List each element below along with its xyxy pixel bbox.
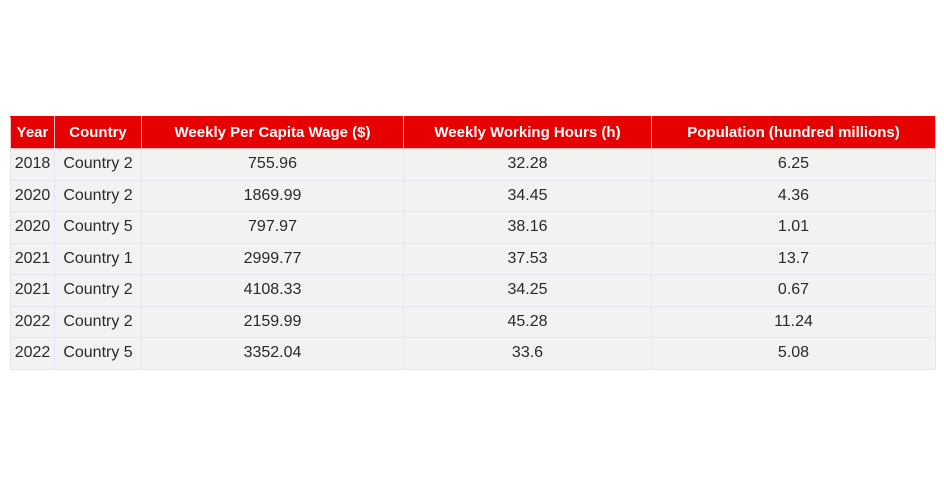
cell-hours: 38.16: [403, 211, 652, 244]
column-header-hours: Weekly Working Hours (h): [403, 116, 652, 149]
cell-population: 4.36: [651, 179, 936, 212]
cell-country: Country 2: [54, 179, 142, 212]
cell-wage: 1869.99: [141, 179, 404, 212]
cell-population: 13.7: [651, 242, 936, 275]
cell-population: 6.25: [651, 148, 936, 181]
cell-hours: 34.45: [403, 179, 652, 212]
cell-year: 2021: [10, 274, 55, 307]
cell-wage: 4108.33: [141, 274, 404, 307]
cell-hours: 37.53: [403, 242, 652, 275]
cell-country: Country 5: [54, 211, 142, 244]
cell-wage: 3352.04: [141, 337, 404, 370]
cell-country: Country 2: [54, 274, 142, 307]
cell-year: 2021: [10, 242, 55, 275]
cell-year: 2020: [10, 211, 55, 244]
table-row: 2022 Country 5 3352.04 33.6 5.08: [10, 337, 936, 370]
cell-wage: 797.97: [141, 211, 404, 244]
cell-wage: 2159.99: [141, 305, 404, 338]
cell-country: Country 5: [54, 337, 142, 370]
cell-country: Country 2: [54, 148, 142, 181]
cell-wage: 755.96: [141, 148, 404, 181]
column-header-population: Population (hundred millions): [651, 116, 936, 149]
table-row: 2018 Country 2 755.96 32.28 6.25: [10, 148, 936, 181]
column-header-year: Year: [10, 116, 55, 149]
header-row: Year Country Weekly Per Capita Wage ($) …: [10, 116, 936, 149]
cell-hours: 45.28: [403, 305, 652, 338]
table-row: 2022 Country 2 2159.99 45.28 11.24: [10, 305, 936, 338]
cell-year: 2018: [10, 148, 55, 181]
cell-hours: 33.6: [403, 337, 652, 370]
cell-year: 2022: [10, 337, 55, 370]
cell-hours: 34.25: [403, 274, 652, 307]
table-row: 2021 Country 1 2999.77 37.53 13.7: [10, 242, 936, 275]
cell-country: Country 2: [54, 305, 142, 338]
cell-country: Country 1: [54, 242, 142, 275]
table-row: 2020 Country 5 797.97 38.16 1.01: [10, 211, 936, 244]
cell-population: 1.01: [651, 211, 936, 244]
cell-population: 5.08: [651, 337, 936, 370]
cell-year: 2022: [10, 305, 55, 338]
table-row: 2021 Country 2 4108.33 34.25 0.67: [10, 274, 936, 307]
cell-population: 0.67: [651, 274, 936, 307]
cell-wage: 2999.77: [141, 242, 404, 275]
table-row: 2020 Country 2 1869.99 34.45 4.36: [10, 179, 936, 212]
data-table: Year Country Weekly Per Capita Wage ($) …: [10, 116, 936, 370]
cell-population: 11.24: [651, 305, 936, 338]
cell-hours: 32.28: [403, 148, 652, 181]
column-header-country: Country: [54, 116, 142, 149]
column-header-wage: Weekly Per Capita Wage ($): [141, 116, 404, 149]
data-table-container: Year Country Weekly Per Capita Wage ($) …: [10, 116, 936, 370]
cell-year: 2020: [10, 179, 55, 212]
